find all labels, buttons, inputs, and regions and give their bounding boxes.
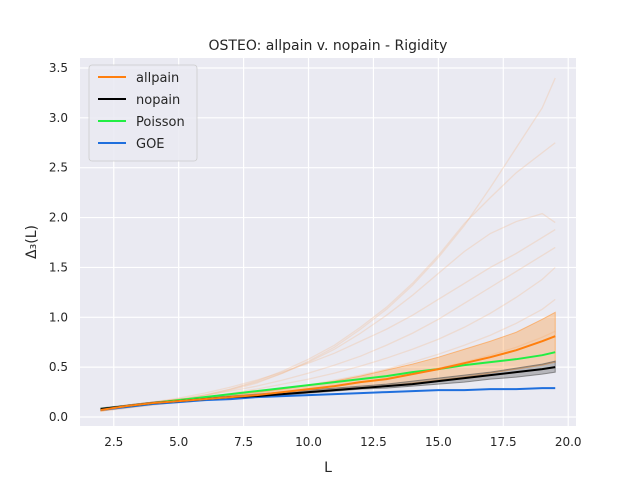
- legend-label-nopain: nopain: [136, 93, 180, 108]
- x-tick-label: 20.0: [555, 435, 582, 449]
- series-lines: [100, 335, 556, 412]
- x-tick-label: 12.5: [360, 435, 387, 449]
- x-tick-label: 2.5: [104, 435, 123, 449]
- y-tick-labels: 0.0 0.5 1.0 1.5 2.0 2.5 3.0 3.5: [49, 61, 68, 424]
- x-tick-label: 5.0: [169, 435, 188, 449]
- chart-title: OSTEO: allpain v. nopain - Rigidity: [209, 38, 448, 54]
- x-tick-labels: 2.5 5.0 7.5 10.0 12.5 15.0 17.5 20.0: [104, 435, 581, 449]
- legend-box: [88, 64, 198, 162]
- y-tick-label: 2.0: [49, 211, 68, 225]
- y-tick-label: 3.5: [49, 61, 68, 75]
- y-tick-label: 0.0: [49, 410, 68, 424]
- grid-lines: [80, 58, 576, 426]
- x-axis-label: L: [324, 460, 332, 476]
- legend: allpain nopain Poisson GOE: [88, 64, 198, 162]
- y-tick-label: 0.5: [49, 360, 68, 374]
- y-tick-label: 3.0: [49, 111, 68, 125]
- allpain-line: [100, 335, 556, 412]
- y-axis-label: Δ₃(L): [24, 225, 40, 259]
- y-tick-label: 2.5: [49, 161, 68, 175]
- legend-label-GOE: GOE: [136, 137, 165, 152]
- individual-trace-line: [100, 228, 556, 410]
- x-tick-label: 17.5: [490, 435, 517, 449]
- legend-label-Poisson: Poisson: [136, 115, 185, 130]
- y-tick-label: 1.5: [49, 260, 68, 274]
- x-tick-label: 7.5: [234, 435, 253, 449]
- x-tick-label: 10.0: [295, 435, 322, 449]
- x-tick-label: 15.0: [425, 435, 452, 449]
- y-tick-label: 1.0: [49, 310, 68, 324]
- legend-label-allpain: allpain: [136, 71, 179, 86]
